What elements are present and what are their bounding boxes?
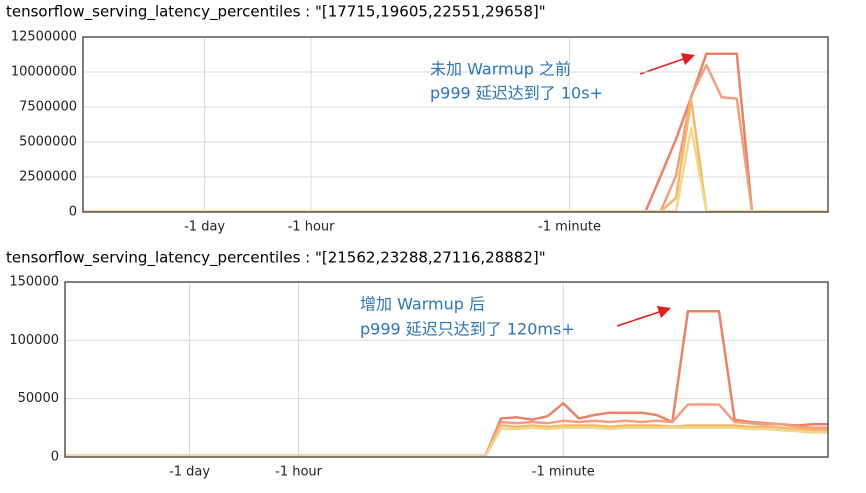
y-tick-label: 2500000 (19, 170, 77, 185)
plot-border (82, 36, 829, 213)
annotation: p999 延迟达到了 10s+ (430, 84, 603, 103)
annotation: 增加 Warmup 后 (360, 295, 485, 314)
line (65, 424, 828, 458)
annotation: p999 延迟只达到了 120ms+ (360, 320, 575, 339)
x-tick-label: -1 minute (538, 220, 601, 235)
arrow (639, 53, 696, 75)
chart-title: tensorflow_serving_latency_percentiles :… (6, 249, 546, 268)
y-tick-label: 50000 (18, 391, 59, 406)
y-tick-label: 10000000 (11, 65, 77, 80)
y-tick-label: 0 (51, 450, 59, 465)
x-tick-label: -1 minute (532, 465, 595, 480)
line (65, 403, 828, 458)
plot-border (64, 281, 829, 458)
annotation: 未加 Warmup 之前 (430, 60, 571, 79)
line (83, 98, 828, 213)
chart-title: tensorflow_serving_latency_percentiles :… (6, 3, 546, 22)
y-tick-label: 12500000 (11, 30, 77, 45)
y-tick-label: 100000 (9, 333, 59, 348)
y-tick-label: 7500000 (19, 100, 77, 115)
x-tick-label: -1 day (169, 465, 210, 480)
x-tick-label: -1 hour (275, 465, 323, 480)
y-tick-label: 150000 (9, 275, 59, 290)
y-tick-label: 0 (69, 205, 77, 220)
arrow (616, 305, 672, 327)
x-tick-label: -1 day (184, 220, 225, 235)
x-tick-label: -1 hour (288, 220, 336, 235)
line (83, 126, 828, 213)
line (65, 426, 828, 458)
y-tick-label: 5000000 (19, 135, 77, 150)
